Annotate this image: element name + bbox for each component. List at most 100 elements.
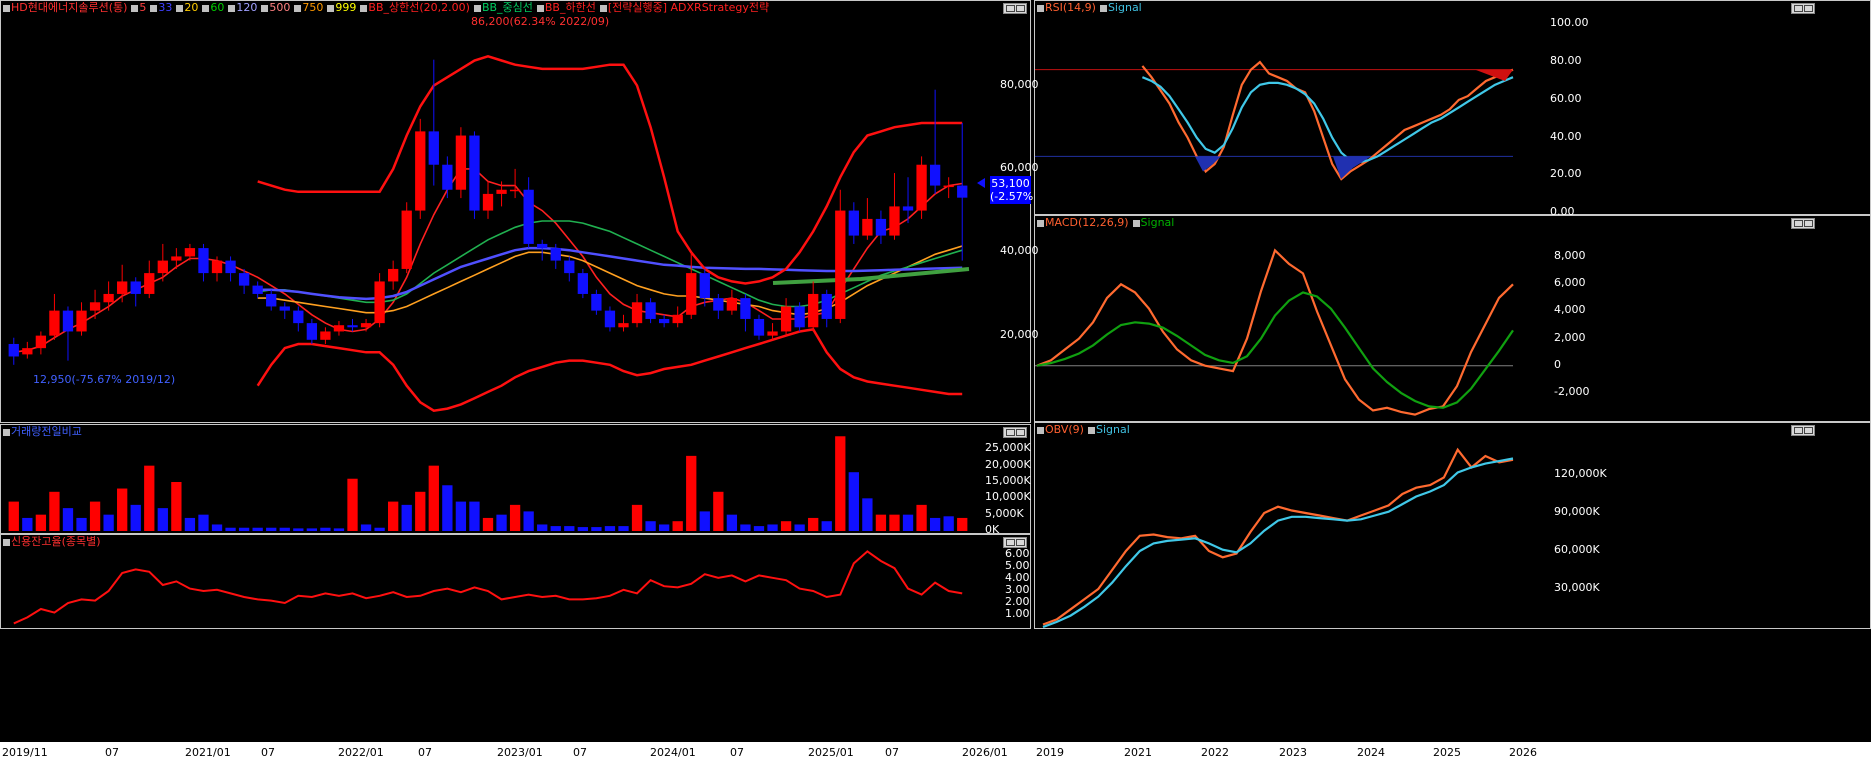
legend-item: 5 xyxy=(139,1,147,14)
candle-body xyxy=(780,306,792,332)
credit-y-tick: 3.00 xyxy=(1005,583,1030,596)
rsi-legend-label: RSI(14,9) xyxy=(1045,1,1096,14)
volume-bar xyxy=(523,511,534,531)
window-buttons[interactable] xyxy=(1003,427,1027,438)
volume-legend: 거래량전일비교 xyxy=(3,426,86,438)
overbought-fill xyxy=(1475,69,1513,81)
obv-signal-label: Signal xyxy=(1095,423,1130,436)
legend-item: 500 xyxy=(269,1,291,14)
candle-body xyxy=(699,273,710,299)
candle-body xyxy=(62,310,74,332)
obv-y-tick: 90,000K xyxy=(1554,505,1600,518)
macd-y-tick: 4,000 xyxy=(1554,303,1586,317)
price-y-tick: 40,000 xyxy=(1000,244,1039,258)
volume-y-tick: 5,000K xyxy=(985,506,1024,520)
volume-bar xyxy=(957,517,968,531)
volume-bar xyxy=(360,524,372,531)
volume-bar xyxy=(252,527,263,531)
candle-body xyxy=(8,343,19,357)
candle-body xyxy=(442,164,453,190)
x-axis-tick: 2019/11 xyxy=(2,746,48,759)
candle-body xyxy=(658,318,670,324)
x-axis-tick: 2023 xyxy=(1279,746,1307,759)
candle-body xyxy=(279,306,290,311)
legend-item: 999 xyxy=(335,1,357,14)
legend-item: BB_하한선 xyxy=(544,1,596,14)
series-line-Signal xyxy=(1141,76,1514,164)
candle-body xyxy=(320,331,331,340)
window-buttons[interactable] xyxy=(1791,425,1815,436)
candle-body xyxy=(537,243,548,249)
volume-bar xyxy=(333,528,345,531)
candle-body xyxy=(916,164,927,211)
volume-bar xyxy=(428,465,439,531)
legend-swatch xyxy=(599,4,607,12)
legend-item: 750 xyxy=(302,1,324,14)
volume-bar xyxy=(415,491,426,531)
volume-bar xyxy=(604,526,616,531)
window-buttons[interactable] xyxy=(1791,218,1815,229)
credit-line xyxy=(13,550,963,625)
legend-swatch xyxy=(360,4,368,12)
x-axis-tick: 2026 xyxy=(1509,746,1537,759)
volume-bar xyxy=(929,517,941,531)
time-axis-bar: 2019/11 07 2021/01 07 2022/01 07 2023/01 07 2024… xyxy=(0,742,1871,763)
volume-bar xyxy=(631,504,643,531)
rsi-panel[interactable]: RSI(14,9) Signal xyxy=(1034,0,1871,215)
window-buttons[interactable] xyxy=(1791,3,1815,14)
volume-bar xyxy=(35,514,47,531)
volume-bar xyxy=(401,504,412,531)
credit-y-tick: 6.00 xyxy=(1005,547,1030,560)
x-axis-tick: 07 xyxy=(730,746,744,759)
volume-bar xyxy=(658,524,670,531)
price-y-tick: 60,000 xyxy=(1000,160,1039,174)
volume-bar xyxy=(455,501,467,531)
macd-legend: MACD(12,26,9) Signal xyxy=(1037,217,1178,229)
legend-swatch xyxy=(150,4,158,12)
candle-body xyxy=(808,293,819,328)
series-line-MACD xyxy=(1036,248,1514,416)
candle-body xyxy=(184,248,196,257)
volume-panel[interactable]: 거래량전일비교 xyxy=(0,424,1031,534)
candle-body xyxy=(76,310,87,332)
window-buttons[interactable] xyxy=(1003,537,1027,548)
candle-body xyxy=(144,273,155,294)
candle-body xyxy=(482,193,494,211)
macd-signal-label: Signal xyxy=(1140,216,1175,229)
current-price-badge: 53,100 (-2.57%) xyxy=(990,176,1038,204)
volume-bar xyxy=(740,524,751,531)
volume-legend-label: 거래량전일비교 xyxy=(11,425,82,438)
volume-bar xyxy=(347,478,358,531)
legend-item: HD현대에너지솔루션(통) xyxy=(11,1,128,14)
obv-panel[interactable]: OBV(9) Signal xyxy=(1034,422,1871,629)
volume-bar xyxy=(374,527,385,531)
volume-bar xyxy=(49,491,60,531)
macd-y-tick: -2,000 xyxy=(1554,384,1590,398)
volume-bar xyxy=(496,514,507,531)
volume-bar xyxy=(591,527,602,531)
window-buttons[interactable] xyxy=(1003,3,1027,14)
candle-body xyxy=(726,298,738,311)
candle-body xyxy=(428,131,439,165)
candle-body xyxy=(198,248,209,274)
candle-body xyxy=(889,206,900,236)
price-chart-panel[interactable]: HD현대에너지솔루션(통) 5 33 20 60 120 500 750 999 BB_상한선(2… xyxy=(0,0,1031,423)
macd-panel[interactable]: MACD(12,26,9) Signal xyxy=(1034,215,1871,422)
volume-bar xyxy=(117,488,128,531)
candle-body xyxy=(415,131,426,211)
oversold-fill xyxy=(1333,156,1371,180)
x-axis-tick: 2021 xyxy=(1124,746,1152,759)
credit-panel[interactable]: 신용잔고율(종목별) xyxy=(0,534,1031,629)
candle-body xyxy=(347,325,358,328)
volume-bar xyxy=(89,501,101,531)
volume-y-tick: 0K xyxy=(985,523,1000,536)
candle-body xyxy=(469,135,480,211)
candle-body xyxy=(672,314,683,324)
macd-legend-label: MACD(12,26,9) xyxy=(1045,216,1129,229)
legend-swatch xyxy=(261,4,269,12)
candle-body xyxy=(564,260,575,274)
rsi-y-tick: 20.00 xyxy=(1550,167,1582,181)
volume-bar xyxy=(835,436,846,531)
candle-body xyxy=(225,260,236,274)
volume-bar xyxy=(130,504,141,531)
